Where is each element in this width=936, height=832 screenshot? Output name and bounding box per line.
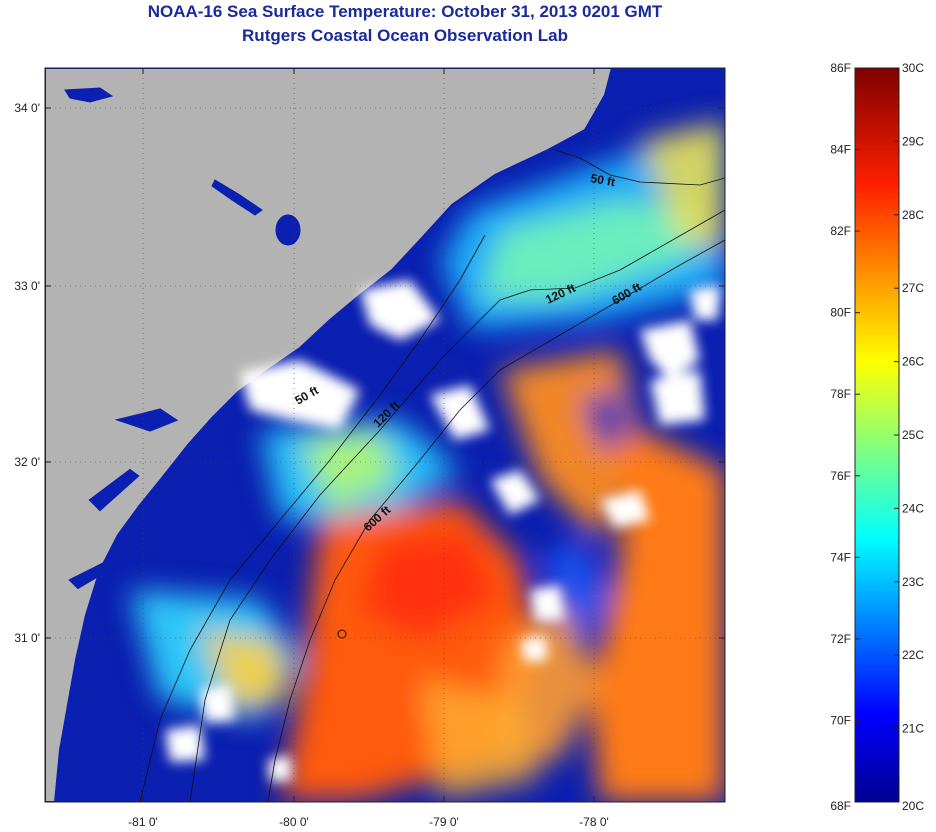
- colorbar-f-label: 76F: [830, 469, 851, 483]
- axis-ticks: [45, 68, 725, 802]
- lon-label-78: -78 0': [579, 815, 609, 829]
- colorbar-f-label: 86F: [830, 61, 851, 75]
- colorbar-gradient: [854, 67, 900, 803]
- map-frame: [44, 67, 726, 803]
- map-title: NOAA-16 Sea Surface Temperature: October…: [147, 2, 663, 21]
- lon-label-79: -79 0': [429, 815, 459, 829]
- colorbar-f-label: 80F: [830, 306, 851, 320]
- colorbar-c-label: 25C: [902, 428, 924, 442]
- colorbar-f-label: 72F: [830, 632, 851, 646]
- lat-label-32: 32 0': [14, 455, 40, 469]
- colorbar-c-label: 24C: [902, 501, 924, 515]
- depth-contours: [139, 149, 725, 802]
- colorbar: 86F 84F 82F 80F 78F 76F 74F 72F 70F 68F 30C 29C 28C…: [830, 61, 924, 813]
- lon-label-80: -80 0': [279, 815, 309, 829]
- inland-water: [64, 87, 301, 590]
- colorbar-c-label: 30C: [902, 61, 924, 75]
- graticule: [45, 68, 725, 802]
- map-plot-area: 50 ft 120 ft 600 ft 50 ft 120 ft 600 ft: [45, 68, 725, 802]
- colorbar-c-label: 29C: [902, 134, 924, 148]
- colorbar-f-label: 74F: [830, 550, 851, 564]
- temperature-field: [130, 120, 725, 802]
- contour-120ft-south: [189, 299, 501, 802]
- colorbar-f-label: 68F: [830, 799, 851, 813]
- contour-50ft-north: [554, 149, 725, 186]
- colorbar-c-label: 28C: [902, 208, 924, 222]
- colorbar-c-label: 27C: [902, 281, 924, 295]
- colorbar-f-label: 84F: [830, 143, 851, 157]
- colorbar-f-label: 78F: [830, 387, 851, 401]
- contour-600ft: [267, 239, 725, 802]
- cloud-mask: [165, 280, 720, 782]
- map-subtitle: Rutgers Coastal Ocean Observation Lab: [242, 26, 568, 45]
- colorbar-f-label: 70F: [830, 713, 851, 727]
- lon-label-81: -81 0': [128, 815, 158, 829]
- lat-label-31: 31 0': [14, 631, 40, 645]
- contour-50ft-south: [139, 234, 486, 802]
- colorbar-c-label: 26C: [902, 355, 924, 369]
- colorbar-c-label: 23C: [902, 575, 924, 589]
- land-area: [45, 68, 614, 802]
- colorbar-c-label: 20C: [902, 799, 924, 813]
- colorbar-c-label: 21C: [902, 722, 924, 736]
- contour-label-50ft: 50 ft: [589, 171, 616, 189]
- lat-label-34: 34 0': [14, 101, 40, 115]
- lat-label-33: 33 0': [14, 279, 40, 293]
- colorbar-f-label: 82F: [830, 224, 851, 238]
- station-marker: [337, 629, 347, 639]
- colorbar-c-label: 22C: [902, 648, 924, 662]
- contour-120ft-north: [499, 209, 725, 301]
